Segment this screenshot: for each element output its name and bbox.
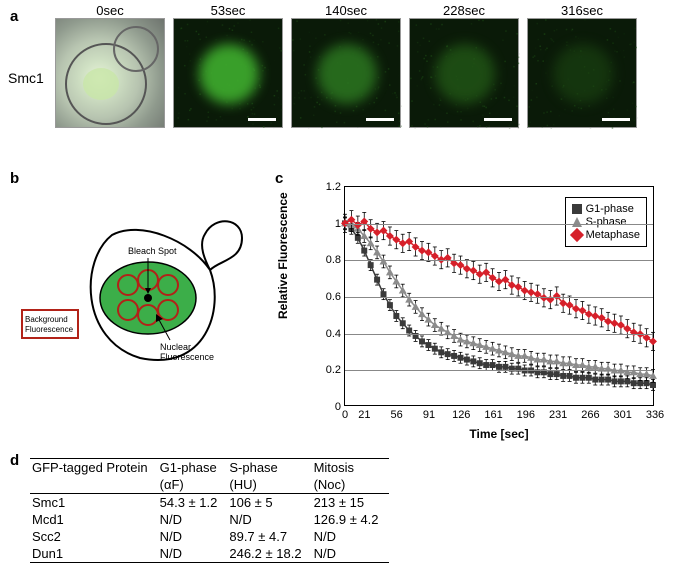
fluorescence-chart: Relative Fluorescence G1-phaseS-phaseMet… (300, 178, 670, 446)
microscopy-frame: 140sec (291, 18, 401, 128)
chart-plot-area: G1-phaseS-phaseMetaphase Time [sec] 00.2… (344, 186, 654, 406)
scale-bar (602, 118, 630, 121)
timepoint-label: 0sec (56, 3, 164, 18)
scale-bar (248, 118, 276, 121)
table-row: Dun1N/D246.2 ± 18.2N/D (30, 545, 389, 563)
table-header: GFP-tagged Protein (30, 459, 158, 477)
microscopy-frame: 316sec (527, 18, 637, 128)
table-cell: 54.3 ± 1.2 (158, 494, 228, 512)
ytick-label: 1 (335, 218, 345, 230)
table-cell: N/D (158, 545, 228, 563)
chart-ylabel: Relative Fluorescence (276, 192, 290, 319)
svg-text:Nuclear: Nuclear (160, 342, 191, 352)
table-cell: N/D (312, 545, 389, 563)
xtick-label: 266 (581, 405, 599, 421)
panel-a-label: a (10, 8, 18, 25)
table-cell: N/D (312, 528, 389, 545)
table-header: S-phase (227, 459, 311, 477)
xtick-label: 126 (452, 405, 470, 421)
panel-d-label: d (10, 452, 19, 469)
panel-a-row-label: Smc1 (8, 70, 44, 86)
ytick-label: 0.2 (326, 364, 345, 376)
table-subheader: (αF) (158, 476, 228, 494)
table-cell: 89.7 ± 4.7 (227, 528, 311, 545)
table-cell: 126.9 ± 4.2 (312, 511, 389, 528)
xtick-label: 21 (358, 405, 370, 421)
svg-text:Fluorescence: Fluorescence (25, 325, 74, 334)
xtick-label: 0 (342, 405, 348, 421)
table-header: G1-phase (158, 459, 228, 477)
chart-legend: G1-phaseS-phaseMetaphase (565, 197, 647, 247)
table-row: Smc154.3 ± 1.2106 ± 5213 ± 15 (30, 494, 389, 512)
ytick-label: 1.2 (326, 181, 345, 193)
microscopy-frame: 53sec (173, 18, 283, 128)
ytick-label: 0.8 (326, 254, 345, 266)
svg-text:Fluorescence: Fluorescence (160, 352, 214, 362)
legend-item: S-phase (572, 216, 640, 228)
table-header: Mitosis (312, 459, 389, 477)
xtick-label: 56 (391, 405, 403, 421)
xtick-label: 161 (484, 405, 502, 421)
microscopy-row: 0sec53sec140sec228sec316sec (55, 18, 637, 128)
timepoint-label: 140sec (292, 3, 400, 18)
timepoint-label: 316sec (528, 3, 636, 18)
table-cell: 106 ± 5 (227, 494, 311, 512)
microscopy-frame: 0sec (55, 18, 165, 128)
panel-b-label: b (10, 170, 19, 187)
table-cell: N/D (158, 511, 228, 528)
table-cell: 213 ± 15 (312, 494, 389, 512)
table-subheader: (Noc) (312, 476, 389, 494)
table-cell: 246.2 ± 18.2 (227, 545, 311, 563)
table-cell: Dun1 (30, 545, 158, 563)
xtick-label: 301 (614, 405, 632, 421)
table-subheader: (HU) (227, 476, 311, 494)
table-cell: Smc1 (30, 494, 158, 512)
timepoint-label: 228sec (410, 3, 518, 18)
panel-c-label: c (275, 170, 283, 187)
legend-item: Metaphase (572, 229, 640, 241)
table-cell: N/D (227, 511, 311, 528)
xtick-label: 231 (549, 405, 567, 421)
scale-bar (366, 118, 394, 121)
table-subheader (30, 476, 158, 494)
table-row: Mcd1N/DN/D126.9 ± 4.2 (30, 511, 389, 528)
ytick-label: 0.6 (326, 291, 345, 303)
cell-diagram: BackgroundFluorescenceBleach SpotNuclear… (20, 190, 250, 380)
scale-bar (484, 118, 512, 121)
table-cell: N/D (158, 528, 228, 545)
timepoint-label: 53sec (174, 3, 282, 18)
table-cell: Scc2 (30, 528, 158, 545)
legend-item: G1-phase (572, 203, 640, 215)
svg-text:Bleach Spot: Bleach Spot (128, 246, 177, 256)
xtick-label: 91 (423, 405, 435, 421)
table-cell: Mcd1 (30, 511, 158, 528)
xtick-label: 196 (517, 405, 535, 421)
half-life-table: GFP-tagged ProteinG1-phaseS-phaseMitosis… (30, 458, 389, 563)
xtick-label: 336 (646, 405, 664, 421)
ytick-label: 0.4 (326, 328, 345, 340)
microscopy-frame: 228sec (409, 18, 519, 128)
table-row: Scc2N/D89.7 ± 4.7N/D (30, 528, 389, 545)
chart-xlabel: Time [sec] (345, 427, 653, 441)
svg-text:Background: Background (25, 315, 68, 324)
